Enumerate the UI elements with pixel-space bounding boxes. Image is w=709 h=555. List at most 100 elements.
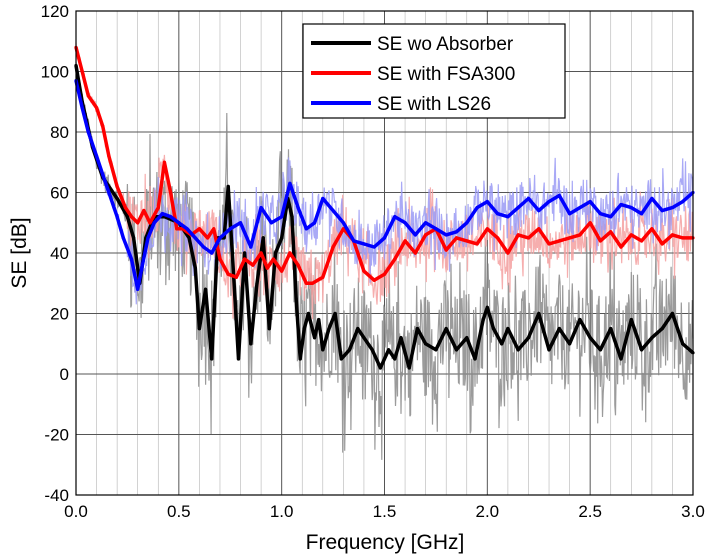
- data-point-series-3: [259, 206, 263, 210]
- data-point-series-3: [136, 287, 140, 291]
- data-point-series-1: [236, 357, 241, 361]
- data-point-series-3: [629, 206, 633, 210]
- data-point-series-3: [362, 242, 366, 246]
- data-point-series-1: [261, 236, 265, 240]
- data-point-series-3: [475, 206, 479, 210]
- data-point-series-2: [629, 233, 633, 237]
- data-point-series-3: [228, 227, 232, 231]
- data-point-series-3: [169, 215, 173, 219]
- data-point-series-1: [321, 348, 325, 352]
- y-tick-labels: -40 -20 0 20 40 60 80 100 120: [41, 2, 69, 505]
- data-point-series-3: [193, 236, 197, 240]
- data-point-series-3: [140, 266, 144, 270]
- data-point-series-2: [142, 209, 146, 213]
- x-tick-label: 0.5: [167, 502, 191, 521]
- data-point-series-2: [243, 257, 247, 261]
- data-point-series-1: [226, 184, 230, 189]
- data-point-series-3: [80, 106, 84, 110]
- data-point-series-3: [321, 196, 325, 201]
- data-point-series-2: [80, 69, 84, 74]
- data-point-series-2: [640, 239, 644, 243]
- data-point-series-2: [136, 221, 140, 225]
- data-point-series-2: [403, 239, 407, 243]
- data-point-series-2: [424, 233, 428, 237]
- data-point-series-2: [557, 239, 561, 243]
- data-point-series-3: [218, 236, 222, 240]
- data-point-series-3: [650, 196, 654, 201]
- data-point-series-2: [115, 184, 119, 189]
- data-point-series-1: [407, 366, 411, 370]
- data-point-series-3: [341, 221, 345, 225]
- data-point-series-2: [485, 227, 489, 231]
- data-point-series-2: [619, 245, 623, 249]
- data-point-series-2: [393, 257, 397, 261]
- data-point-series-2: [101, 124, 105, 128]
- data-point-series-1: [393, 357, 397, 361]
- data-point-series-1: [294, 296, 298, 300]
- data-point-series-1: [578, 318, 582, 322]
- data-point-series-2: [475, 242, 479, 246]
- data-point-series-2: [454, 236, 459, 240]
- data-point-series-3: [660, 209, 664, 213]
- data-point-series-3: [304, 227, 308, 231]
- data-point-series-3: [160, 212, 164, 216]
- data-point-series-3: [86, 130, 90, 134]
- data-point-series-3: [413, 233, 417, 237]
- data-point-series-3: [280, 215, 284, 219]
- data-point-series-1: [280, 236, 284, 240]
- x-tick-label: 2.5: [578, 502, 602, 521]
- data-point-series-1: [132, 236, 136, 240]
- data-point-series-1: [516, 348, 520, 352]
- data-point-series-2: [310, 281, 315, 285]
- data-point-series-1: [339, 357, 343, 361]
- data-point-series-1: [302, 327, 306, 331]
- data-point-series-2: [212, 227, 216, 231]
- data-point-series-3: [454, 230, 459, 234]
- data-point-series-2: [331, 245, 335, 249]
- legend: SE wo Absorber SE with FSA300 SE with LS…: [302, 23, 566, 119]
- data-point-series-2: [162, 160, 166, 164]
- data-point-series-2: [129, 215, 134, 219]
- data-point-series-3: [185, 227, 189, 231]
- data-point-series-3: [578, 206, 582, 210]
- data-point-series-2: [537, 227, 541, 231]
- x-tick-label: 1.5: [373, 502, 397, 521]
- data-point-series-1: [568, 342, 572, 346]
- data-point-series-3: [598, 212, 603, 216]
- y-tick-label: -40: [44, 486, 69, 505]
- data-point-series-3: [496, 212, 500, 216]
- data-point-series-2: [526, 236, 531, 240]
- data-point-series-1: [454, 348, 459, 352]
- data-point-series-1: [327, 327, 331, 331]
- plot-area-frame: [75, 10, 694, 496]
- raw-trace-series-3: [75, 76, 694, 305]
- data-point-series-3: [526, 196, 531, 201]
- data-point-series-3: [424, 221, 428, 225]
- data-point-series-2: [280, 269, 284, 273]
- legend-label-series-1: SE wo Absorber: [377, 34, 514, 55]
- data-point-series-1: [243, 251, 247, 255]
- data-point-series-2: [218, 257, 222, 261]
- data-point-series-3: [296, 206, 300, 210]
- data-point-series-1: [619, 357, 623, 361]
- data-point-series-3: [403, 221, 407, 225]
- data-point-series-2: [382, 272, 387, 276]
- data-point-series-1: [491, 327, 496, 331]
- x-tick-label: 1.0: [270, 502, 294, 521]
- data-point-series-3: [537, 209, 541, 213]
- y-tick-label: 0: [60, 365, 69, 384]
- data-point-series-3: [313, 221, 317, 225]
- y-tick-label: -20: [44, 426, 69, 445]
- data-point-series-2: [372, 278, 376, 282]
- data-point-series-2: [206, 236, 210, 240]
- data-point-series-2: [681, 236, 685, 240]
- data-point-series-1: [415, 327, 419, 331]
- data-point-series-1: [506, 327, 510, 331]
- data-point-series-1: [588, 336, 592, 340]
- data-point-series-3: [434, 227, 438, 231]
- x-axis-title: Frequency [GHz]: [306, 531, 465, 554]
- data-point-series-1: [485, 305, 489, 309]
- x-tick-label: 0.0: [64, 502, 88, 521]
- data-point-series-1: [434, 348, 438, 352]
- data-point-series-2: [156, 206, 160, 210]
